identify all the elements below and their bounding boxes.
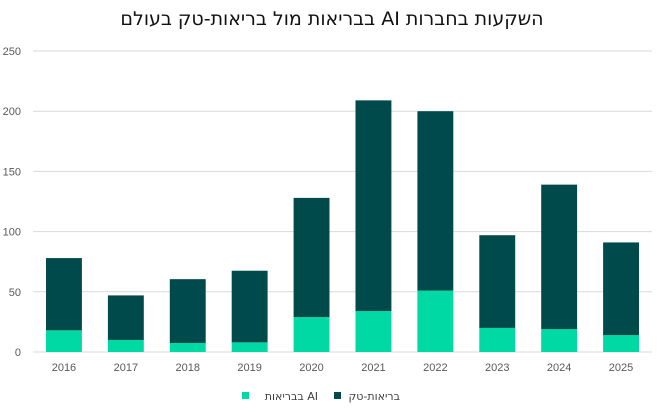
x-tick-label: 2016 <box>52 362 76 374</box>
legend-item: AI בבריאות <box>242 390 318 403</box>
y-tick-label: 100 <box>3 227 21 239</box>
bar-segment-ai-health-2017 <box>107 339 144 352</box>
bar-segment-healthtech-2024 <box>541 184 578 330</box>
x-tick-label: 2020 <box>299 362 323 374</box>
y-tick-label: 250 <box>3 46 21 58</box>
legend-label: AI בבריאות <box>265 390 318 403</box>
x-tick-label: 2019 <box>237 362 261 374</box>
legend-swatch <box>242 392 249 399</box>
bar-segment-healthtech-2016 <box>45 258 82 331</box>
x-tick-label: 2017 <box>114 362 138 374</box>
x-tick-label: 2018 <box>176 362 200 374</box>
y-tick-label: 200 <box>3 106 21 118</box>
bar-segment-healthtech-2018 <box>169 279 206 343</box>
bar-segment-healthtech-2019 <box>231 270 268 343</box>
x-axis-ticks: 2016 2017 2018 2019 2020 2021 2022 2023 2024 2025 <box>52 362 634 374</box>
x-tick-label: 2021 <box>361 362 385 374</box>
bar-segment-ai-health-2021 <box>355 311 392 352</box>
bar-segment-ai-health-2016 <box>45 330 82 352</box>
bar-segment-ai-health-2025 <box>603 335 640 352</box>
bar-segment-ai-health-2023 <box>479 327 516 352</box>
y-tick-label: 150 <box>3 166 21 178</box>
bar-segment-healthtech-2020 <box>293 197 330 318</box>
bar-segment-ai-health-2024 <box>541 329 578 352</box>
legend: AI בבריאות בריאות-טק <box>242 390 400 403</box>
y-tick-label: 50 <box>9 287 21 299</box>
x-tick-label: 2025 <box>609 362 633 374</box>
bar-segment-healthtech-2021 <box>355 100 392 312</box>
bars <box>45 100 640 352</box>
x-tick-label: 2023 <box>485 362 509 374</box>
y-axis-ticks: 0 50 100 150 200 250 <box>3 46 21 359</box>
x-tick-label: 2024 <box>547 362 571 374</box>
y-tick-label: 0 <box>15 347 21 359</box>
legend-item: בריאות-טק <box>334 390 400 403</box>
bar-segment-healthtech-2022 <box>417 111 454 291</box>
legend-label: בריאות-טק <box>348 390 400 403</box>
x-tick-label: 2022 <box>423 362 447 374</box>
bar-segment-ai-health-2018 <box>169 342 206 352</box>
bar-segment-ai-health-2019 <box>231 342 268 352</box>
chart-title: השקעות בחברות AI בבריאות מול בריאות-טק ב… <box>120 8 544 30</box>
bar-segment-healthtech-2023 <box>479 235 516 328</box>
bar-segment-healthtech-2025 <box>603 242 640 336</box>
legend-swatch <box>334 392 341 399</box>
bar-segment-ai-health-2020 <box>293 317 330 352</box>
bar-segment-healthtech-2017 <box>107 295 144 340</box>
bar-segment-ai-health-2022 <box>417 290 454 352</box>
